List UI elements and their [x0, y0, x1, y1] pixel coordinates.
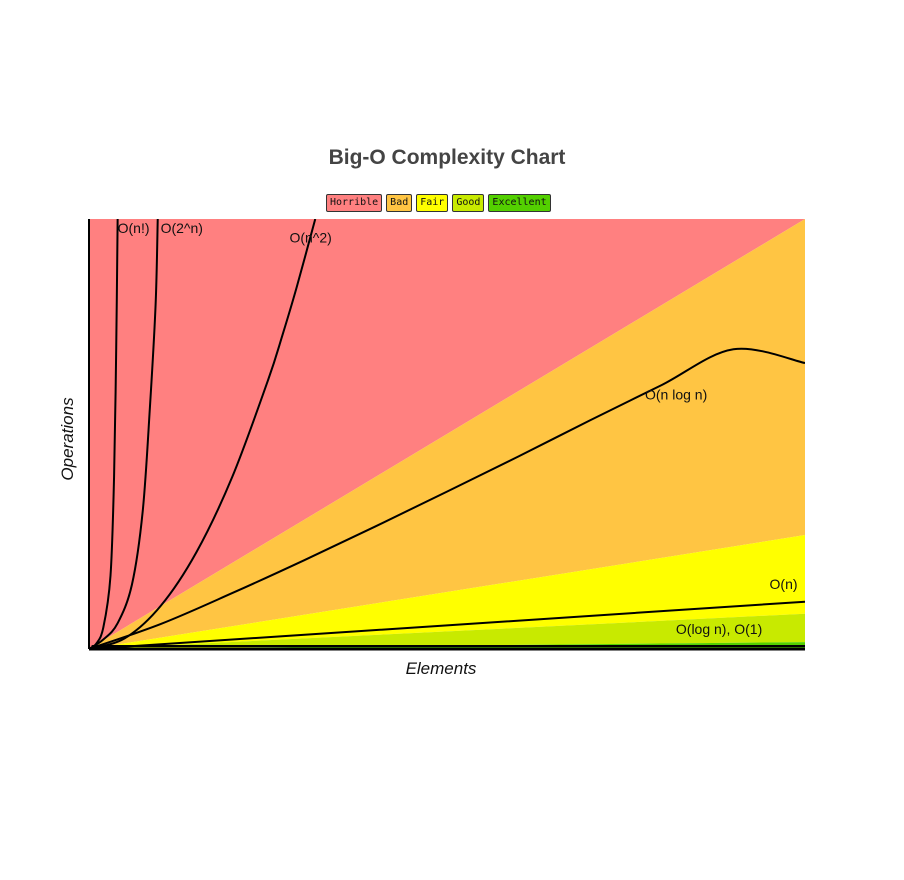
curve-label-o-n: O(n) [770, 576, 798, 592]
legend: Horrible Bad Fair Good Excellent [326, 194, 551, 212]
curve-label-o-2-n: O(2^n) [161, 220, 203, 236]
curve-labels: O(n!) O(2^n) O(n^2) O(n log n) O(n) O(log n),… [118, 220, 798, 637]
curve-label-o-n-2: O(n^2) [289, 230, 331, 246]
legend-item-excellent: Excellent [488, 194, 551, 212]
y-axis-title: Operations [58, 397, 77, 481]
curve-o-2-n [89, 219, 159, 650]
curve-o-log-n-o-1 [89, 644, 805, 650]
chart-title: Big-O Complexity Chart [328, 146, 566, 169]
curve-label-o-log-n-o-1: O(log n), O(1) [676, 621, 762, 637]
complexity-regions [89, 219, 805, 649]
region-good [89, 613, 805, 649]
region-bad [89, 219, 805, 649]
legend-item-bad: Bad [386, 194, 413, 212]
curve-label-o-n-log-n: O(n log n) [645, 387, 707, 403]
x-axis-title: Elements [406, 659, 477, 678]
curve-label-o-n: O(n!) [118, 220, 150, 236]
legend-item-fair: Fair [416, 194, 449, 212]
complexity-curves [89, 219, 805, 650]
legend-item-good: Good [452, 194, 485, 212]
curve-o-n-log-n [89, 347, 805, 650]
legend-item-horrible: Horrible [326, 194, 383, 212]
curve-o-n [89, 219, 119, 650]
axes: Elements Operations [58, 219, 805, 678]
curve-o-n [89, 600, 805, 650]
region-fair [89, 535, 805, 649]
curve-o-n-2 [89, 219, 317, 650]
